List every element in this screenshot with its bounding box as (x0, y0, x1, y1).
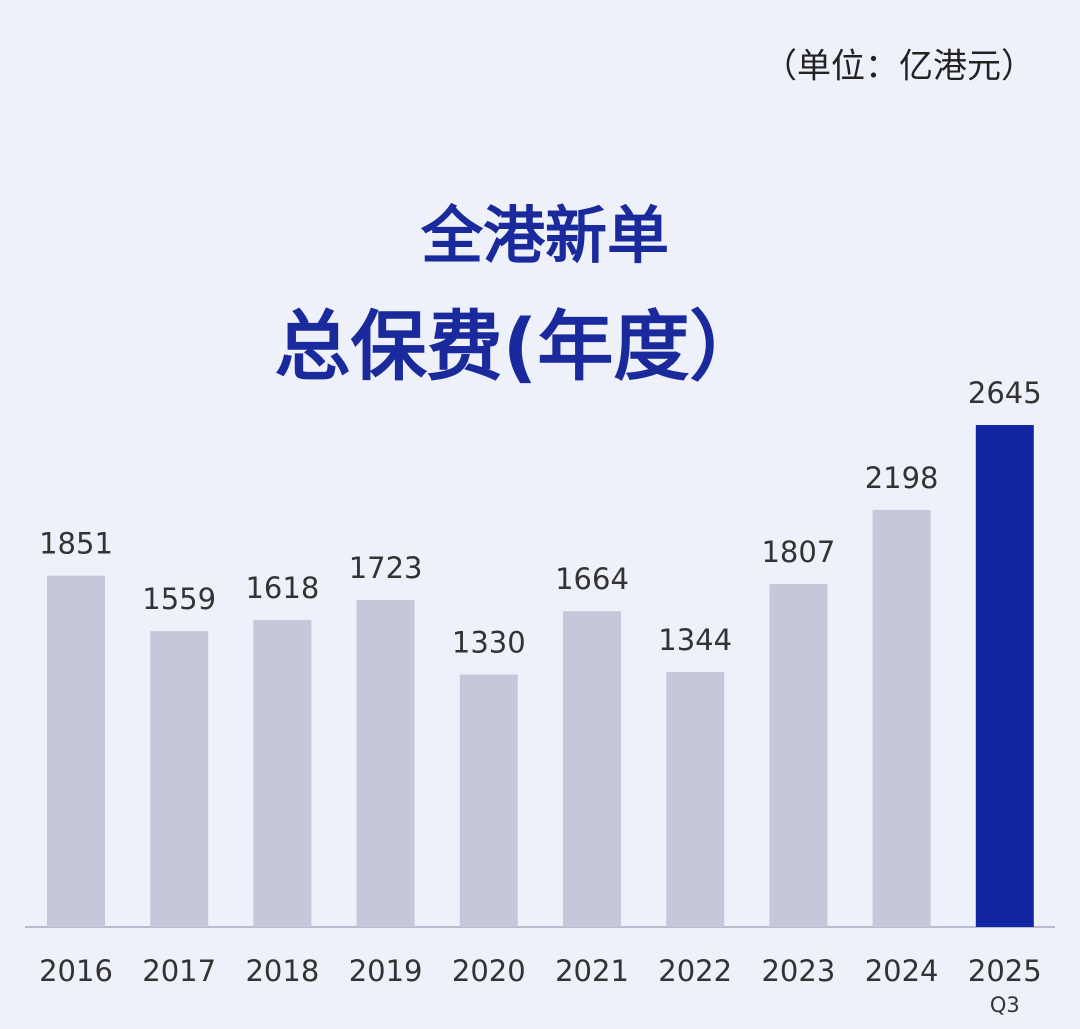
value-label: 1723 (349, 551, 423, 585)
x-tick-label: 2025 (968, 954, 1042, 988)
value-label: 1344 (658, 623, 732, 657)
chart-subtitle: 总保费(年度） (275, 302, 766, 391)
x-tick-label: 2018 (245, 954, 319, 988)
x-tick-label: 2021 (555, 954, 629, 988)
bar (872, 509, 931, 927)
x-tick-label: 2023 (761, 954, 835, 988)
bar (563, 611, 621, 927)
x-tick-label: 2019 (349, 954, 423, 988)
unit-label: （单位：亿港元） (763, 47, 1035, 87)
bar (666, 671, 725, 927)
bar (356, 599, 415, 927)
value-label: 1559 (142, 582, 216, 616)
bar (47, 575, 105, 927)
value-label: 1618 (245, 571, 319, 605)
value-label: 1807 (761, 535, 835, 569)
bar (459, 674, 518, 927)
value-label: 1664 (555, 562, 629, 596)
bar (253, 619, 312, 927)
value-label: 1851 (39, 527, 113, 561)
bar (150, 631, 209, 927)
x-tick-label: 2020 (452, 954, 526, 988)
x-tick-label: 2017 (142, 954, 216, 988)
bar (975, 425, 1034, 927)
x-tick-note: Q3 (990, 993, 1020, 1017)
value-label: 2645 (968, 376, 1042, 410)
chart-title: 全港新单 (420, 199, 669, 272)
value-label: 1330 (452, 626, 526, 660)
x-tick-label: 2024 (865, 954, 939, 988)
x-tick-label: 2022 (658, 954, 732, 988)
value-label: 2198 (865, 461, 939, 495)
bar (769, 584, 828, 927)
x-tick-label: 2016 (39, 954, 113, 988)
